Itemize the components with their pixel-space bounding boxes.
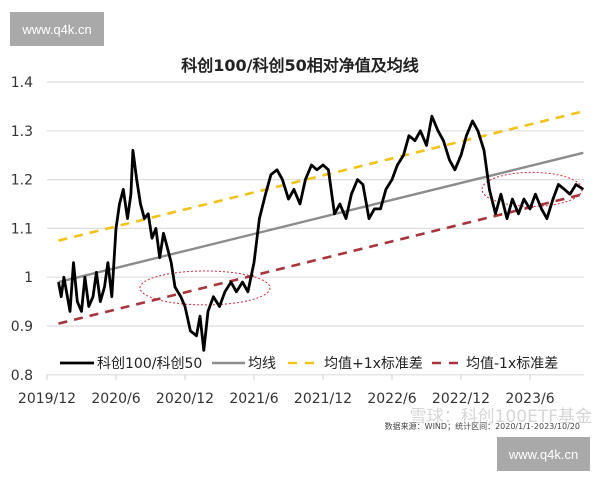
- y-tick-label: 1.3: [11, 124, 33, 140]
- watermark-top-left: www.q4k.cn: [10, 12, 104, 46]
- legend-label: 均值-1x标准差: [466, 356, 558, 372]
- x-tick-label: 2022/6: [367, 391, 416, 407]
- legend-label: 均值+1x标准差: [324, 356, 423, 372]
- x-tick-label: 2022/12: [432, 391, 490, 407]
- y-tick-label: 1.1: [11, 221, 33, 237]
- y-tick-label: 1: [24, 270, 33, 286]
- watermark-bottom-right: www.q4k.cn: [497, 437, 590, 471]
- weibo-watermark: 雪球：科创100ETF基金: [409, 407, 592, 427]
- legend-label: 均线: [248, 356, 276, 372]
- x-tick-label: 2019/12: [18, 391, 76, 407]
- mean-series-line: [58, 151, 584, 284]
- y-tick-label: 1.2: [11, 173, 33, 189]
- lower-band-series-line: [58, 192, 584, 325]
- source-note: 数据来源：WIND；统计区间：2020/1/1-2023/10/20: [384, 422, 580, 431]
- x-tick-label: 2021/6: [229, 391, 278, 407]
- x-tick-label: 2020/6: [91, 391, 140, 407]
- y-tick-label: 0.9: [11, 319, 33, 335]
- ratio-series-line: [57, 114, 585, 352]
- highlight-ellipse: [139, 270, 271, 306]
- x-tick-label: 2020/12: [156, 391, 214, 407]
- chart-title: 科创100/科创50相对净值及均线: [181, 56, 419, 75]
- x-tick-label: 2023/6: [505, 391, 554, 407]
- upper-band-series-line: [58, 110, 584, 242]
- y-tick-label: 0.8: [11, 368, 33, 384]
- legend-label: 科创100/科创50: [97, 356, 202, 372]
- x-tick-label: 2021/12: [294, 391, 352, 407]
- y-tick-label: 1.4: [11, 75, 33, 91]
